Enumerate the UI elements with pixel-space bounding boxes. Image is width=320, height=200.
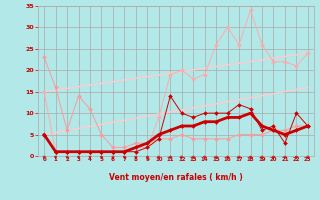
X-axis label: Vent moyen/en rafales ( km/h ): Vent moyen/en rafales ( km/h ): [109, 174, 243, 182]
